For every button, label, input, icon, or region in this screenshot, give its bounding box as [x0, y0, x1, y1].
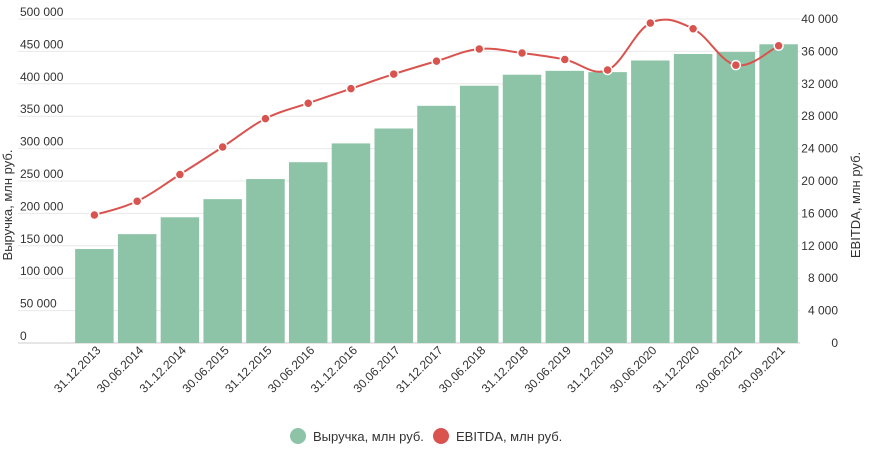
left-tick-label: 450 000	[20, 37, 64, 51]
revenue-bar[interactable]	[117, 234, 157, 343]
legend-revenue-label: Выручка, млн руб.	[313, 429, 424, 444]
right-tick-label: 40 000	[801, 12, 838, 26]
left-tick-label: 150 000	[20, 232, 64, 246]
ebitda-point[interactable]	[559, 54, 571, 65]
revenue-bar[interactable]	[759, 44, 798, 343]
x-tick-label: 30.09.2021	[735, 343, 788, 396]
left-tick-label: 250 000	[20, 167, 64, 181]
right-tick-label: 16 000	[801, 206, 838, 220]
ebitda-point[interactable]	[773, 40, 784, 51]
x-axis-ticks: 31.12.201330.06.201431.12.201430.06.2015…	[51, 343, 788, 396]
revenue-bar[interactable]	[288, 162, 328, 343]
ebitda-line-series	[89, 17, 784, 221]
revenue-bar[interactable]	[673, 53, 713, 343]
ebitda-point[interactable]	[131, 196, 143, 207]
right-tick-label: 8 000	[808, 271, 838, 285]
legend-ebitda-label: EBITDA, млн руб.	[456, 429, 562, 444]
revenue-bar[interactable]	[160, 217, 200, 343]
right-tick-label: 20 000	[801, 174, 838, 188]
revenue-bars	[75, 44, 798, 344]
ebitda-point[interactable]	[687, 23, 699, 34]
revenue-bar[interactable]	[716, 52, 756, 343]
left-tick-label: 100 000	[20, 264, 64, 278]
revenue-bar[interactable]	[246, 179, 285, 343]
revenue-bar[interactable]	[203, 199, 242, 343]
ebitda-point[interactable]	[302, 97, 314, 109]
revenue-bar[interactable]	[417, 105, 456, 343]
right-tick-label: 0	[831, 336, 838, 350]
left-axis-title: Выручка, млн руб.	[0, 150, 15, 261]
ebitda-point[interactable]	[217, 141, 228, 153]
revenue-bar[interactable]	[545, 70, 585, 343]
ebitda-point[interactable]	[174, 169, 186, 180]
ebitda-point[interactable]	[516, 47, 528, 59]
ebitda-point[interactable]	[602, 64, 613, 76]
left-tick-label: 200 000	[20, 199, 64, 213]
ebitda-point[interactable]	[89, 209, 100, 221]
ebitda-point[interactable]	[345, 83, 357, 94]
left-tick-label: 300 000	[20, 135, 64, 149]
revenue-bar[interactable]	[374, 128, 413, 343]
revenue-bar[interactable]	[631, 60, 670, 344]
right-tick-label: 36 000	[801, 44, 838, 58]
revenue-bar[interactable]	[460, 85, 499, 343]
legend-revenue-marker	[290, 428, 306, 444]
revenue-bar[interactable]	[502, 74, 542, 343]
legend-item-revenue[interactable]: Выручка, млн руб.	[290, 428, 424, 444]
right-tick-label: 4 000	[808, 304, 838, 318]
ebitda-point[interactable]	[645, 17, 656, 29]
revenue-bar[interactable]	[75, 249, 114, 343]
ebitda-point[interactable]	[388, 68, 399, 80]
legend-item-ebitda[interactable]: EBITDA, млн руб.	[433, 428, 562, 444]
right-tick-label: 12 000	[801, 239, 838, 253]
right-tick-label: 24 000	[801, 142, 838, 156]
ebitda-point[interactable]	[730, 59, 742, 71]
ebitda-point[interactable]	[260, 113, 271, 124]
revenue-bar[interactable]	[588, 72, 627, 344]
legend: Выручка, млн руб. EBITDA, млн руб.	[290, 428, 562, 444]
left-tick-label: 500 000	[20, 5, 64, 19]
left-tick-label: 400 000	[20, 70, 64, 84]
left-tick-label: 0	[20, 329, 27, 343]
left-tick-label: 350 000	[20, 102, 64, 116]
left-axis-ticks: 0 50 000 100 000 150 000 200 000 250 000 300 0…	[20, 5, 64, 343]
left-tick-label: 50 000	[20, 297, 57, 311]
right-tick-label: 32 000	[801, 77, 838, 91]
revenue-bar[interactable]	[331, 143, 371, 343]
ebitda-point[interactable]	[474, 43, 485, 55]
ebitda-point[interactable]	[431, 55, 442, 67]
right-axis-title: EBITDA, млн руб.	[848, 152, 863, 258]
right-axis-ticks: 0 4 000 8 000 12 000 16 000 20 000 24 000 28 00…	[801, 12, 838, 350]
legend-ebitda-marker	[433, 428, 449, 444]
right-tick-label: 28 000	[801, 109, 838, 123]
